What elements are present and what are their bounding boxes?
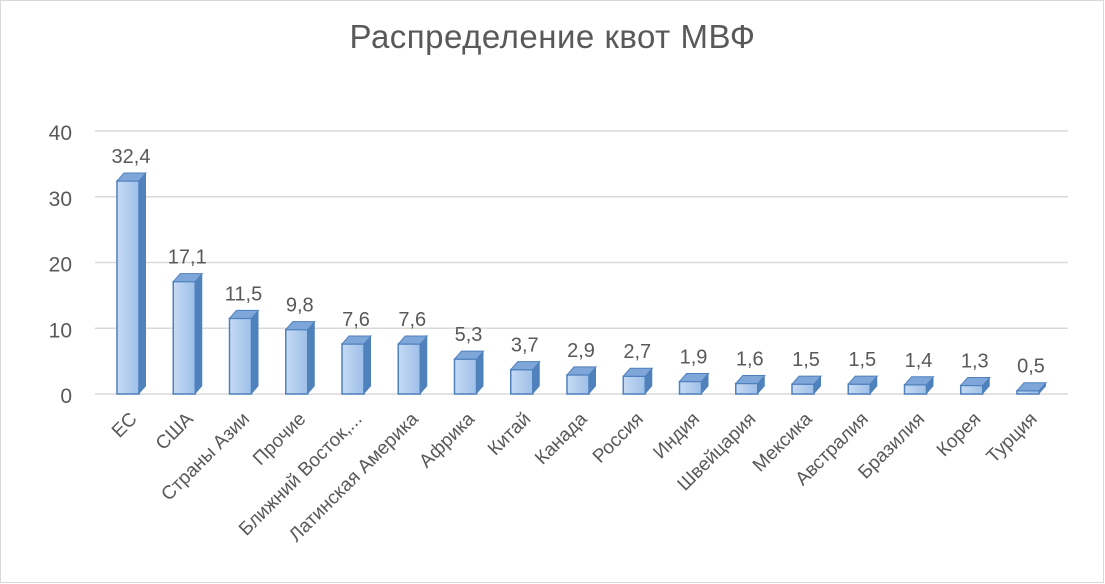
bar-side bbox=[589, 366, 596, 394]
data-label: 17,1 bbox=[168, 247, 207, 269]
bar bbox=[622, 375, 646, 395]
data-label: 5,3 bbox=[455, 324, 483, 346]
bar-side bbox=[364, 336, 371, 394]
data-label: 2,9 bbox=[567, 340, 595, 362]
bar-side bbox=[251, 310, 259, 394]
bar bbox=[566, 374, 590, 395]
bar-top bbox=[340, 335, 373, 345]
x-tick-label: Индия bbox=[649, 409, 704, 464]
data-label: 2,7 bbox=[623, 341, 651, 363]
data-label: 7,6 bbox=[342, 309, 370, 331]
bar-side bbox=[701, 373, 709, 394]
x-tick-label: Африка bbox=[415, 408, 479, 472]
bar-top bbox=[397, 335, 429, 345]
bar-side bbox=[139, 172, 146, 394]
data-label: 11,5 bbox=[225, 283, 262, 305]
x-tick-label: ЕС bbox=[108, 409, 142, 443]
bar bbox=[847, 383, 871, 395]
bar bbox=[228, 317, 253, 395]
bar-top bbox=[903, 376, 935, 386]
bar-top bbox=[228, 309, 260, 319]
bar-side bbox=[476, 351, 484, 394]
bar-top bbox=[734, 374, 766, 384]
bar bbox=[903, 384, 928, 395]
bar-top bbox=[172, 273, 204, 283]
bar bbox=[510, 368, 534, 395]
bar-top bbox=[565, 366, 598, 376]
chart-title: Распределение квот МВФ bbox=[349, 18, 756, 55]
bar-side bbox=[195, 273, 203, 394]
bar-top bbox=[509, 361, 541, 371]
data-label: 1,4 bbox=[905, 350, 933, 372]
data-label: 1,5 bbox=[792, 349, 820, 371]
data-label: 0,5 bbox=[1017, 356, 1045, 378]
bar bbox=[397, 343, 421, 395]
y-tick-label: 40 bbox=[49, 122, 72, 145]
bar-side bbox=[982, 377, 990, 394]
bar-side bbox=[926, 376, 934, 394]
y-tick-label: 10 bbox=[49, 319, 72, 342]
bar-top bbox=[1015, 382, 1048, 392]
bar-side bbox=[420, 336, 428, 394]
bar-side bbox=[1039, 382, 1046, 394]
bar bbox=[116, 180, 140, 395]
y-tick-label: 30 bbox=[49, 188, 72, 211]
bar bbox=[285, 328, 309, 395]
bar-side bbox=[532, 361, 540, 394]
x-tick-label: Россия bbox=[589, 409, 648, 468]
bar bbox=[735, 382, 759, 395]
bar-top bbox=[959, 376, 991, 386]
bar-top bbox=[847, 375, 879, 385]
bar bbox=[678, 380, 703, 395]
x-tick-label: Корея bbox=[933, 409, 985, 461]
data-label: 3,7 bbox=[511, 335, 539, 357]
data-label: 1,3 bbox=[961, 350, 989, 372]
bar-top bbox=[115, 172, 148, 182]
data-label: 1,9 bbox=[680, 347, 708, 369]
data-label: 1,5 bbox=[848, 349, 876, 371]
y-tick-label: 20 bbox=[49, 254, 72, 277]
bar-side bbox=[814, 376, 821, 394]
bar-top bbox=[453, 350, 485, 360]
bar-side bbox=[757, 375, 765, 394]
x-tick-label: Канада bbox=[531, 408, 592, 469]
data-label: 7,6 bbox=[398, 309, 426, 331]
bar bbox=[791, 383, 815, 395]
bar-top bbox=[622, 367, 654, 377]
bar bbox=[172, 280, 196, 395]
x-tick-label: Турция bbox=[983, 409, 1042, 468]
bar-top bbox=[284, 321, 316, 331]
x-tick-label: Китай bbox=[484, 409, 535, 460]
data-label: 1,6 bbox=[736, 348, 764, 370]
bar-top bbox=[790, 375, 823, 385]
bar bbox=[453, 358, 478, 395]
y-tick-label: 0 bbox=[60, 385, 72, 408]
bar-side bbox=[870, 376, 878, 394]
data-label: 32,4 bbox=[112, 146, 151, 168]
bar-side bbox=[307, 321, 315, 394]
bar bbox=[960, 384, 984, 395]
data-label: 9,8 bbox=[286, 295, 314, 317]
x-tick-label: США bbox=[152, 408, 198, 454]
bar-top bbox=[678, 373, 710, 383]
bar bbox=[341, 343, 365, 395]
